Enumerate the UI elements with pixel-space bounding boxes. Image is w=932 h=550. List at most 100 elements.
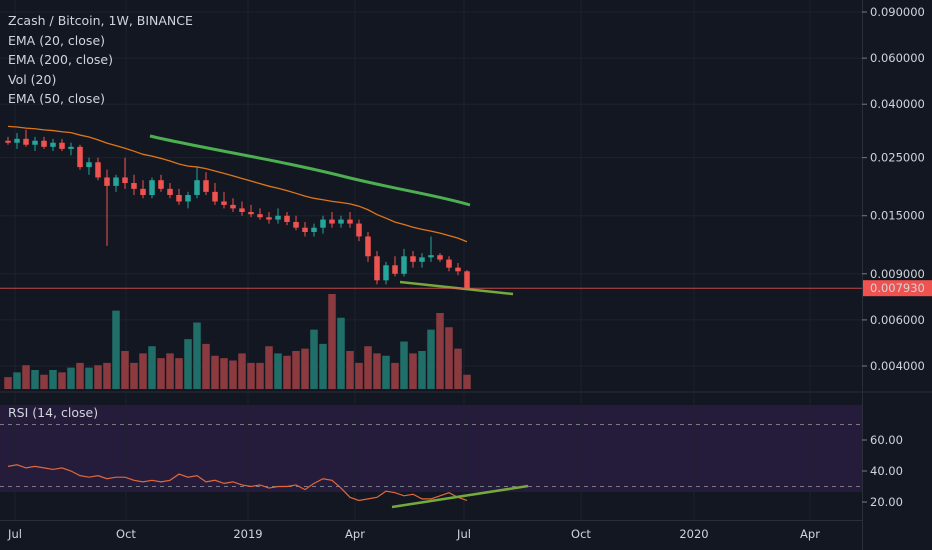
candle-body <box>410 256 416 262</box>
candle-body <box>140 188 146 195</box>
last-price-label: 0.007930 <box>870 281 925 295</box>
volume-bar <box>292 351 300 389</box>
candle-body <box>113 177 119 186</box>
volume-bar <box>409 353 417 389</box>
price-tick-label: 0.025000 <box>870 151 925 165</box>
volume-bar <box>220 358 228 389</box>
rsi-tick-label: 40.00 <box>870 464 903 478</box>
candle-body <box>23 138 29 145</box>
candle-body <box>122 177 128 184</box>
time-tick-label: 2019 <box>233 527 262 541</box>
volume-bar <box>175 358 183 389</box>
indicator-ema200[interactable]: EMA (200, close) <box>8 52 113 67</box>
candle-body <box>194 180 200 195</box>
volume-bar <box>40 374 48 389</box>
volume-bar <box>13 372 21 389</box>
time-tick-label: Jul <box>7 527 22 541</box>
candle-body <box>41 140 47 147</box>
price-tick-label: 0.090000 <box>870 5 925 19</box>
candle-body <box>401 256 407 274</box>
candle-body <box>383 265 389 281</box>
time-tick-label: Apr <box>345 527 365 541</box>
price-tick-label: 0.009000 <box>870 267 925 281</box>
time-tick-label: 2020 <box>679 527 708 541</box>
rsi-tick-label: 60.00 <box>870 433 903 447</box>
rsi-line <box>7 464 468 502</box>
time-tick-label: Oct <box>116 527 136 541</box>
candle-body <box>257 214 263 218</box>
rsi-legend[interactable]: RSI (14, close) <box>8 405 99 420</box>
volume-bar <box>58 372 66 389</box>
candle-body <box>167 188 173 195</box>
candle-body <box>392 265 398 274</box>
volume-bar <box>94 365 102 389</box>
trendline-upper[interactable] <box>149 134 471 207</box>
volume-bar <box>130 362 138 389</box>
indicator-ema50[interactable]: EMA (50, close) <box>8 91 106 106</box>
candle-body <box>104 177 110 186</box>
volume-bar <box>319 343 327 389</box>
volume-bar <box>274 353 282 389</box>
candle-body <box>464 271 470 289</box>
candle-body <box>239 208 245 212</box>
volume-bar <box>157 358 165 389</box>
price-tick-label: 0.004000 <box>870 359 925 373</box>
candle-body <box>311 227 317 232</box>
price-tick-label: 0.040000 <box>870 97 925 111</box>
candle-body <box>329 219 335 224</box>
candle-body <box>365 236 371 257</box>
candle-body <box>86 162 92 168</box>
indicator-ema20[interactable]: EMA (20, close) <box>8 32 106 48</box>
volume-bar <box>373 353 381 389</box>
candle-body <box>275 215 281 220</box>
rsi-band-fill <box>0 405 862 492</box>
volume-bar <box>121 351 129 389</box>
candle-body <box>437 255 443 260</box>
candle-body <box>428 255 434 258</box>
volume-bar <box>49 370 57 389</box>
volume-bar <box>463 374 471 389</box>
volume-bar <box>229 360 237 389</box>
candle-body <box>446 259 452 268</box>
rsi-tick-label: 20.00 <box>870 495 903 509</box>
candle-body <box>302 227 308 232</box>
volume-bar <box>328 294 336 389</box>
candle-body <box>230 204 236 209</box>
volume-bar <box>454 348 462 389</box>
volume-bar <box>184 339 192 389</box>
candle-body <box>248 211 254 215</box>
volume-bar <box>355 362 363 389</box>
indicator-vol20[interactable]: Vol (20) <box>8 71 57 87</box>
volume-bar <box>400 341 408 389</box>
time-tick-label: Jul <box>456 527 471 541</box>
volume-bar <box>85 367 93 389</box>
candle-body <box>347 219 353 224</box>
candle-body <box>266 217 272 220</box>
price-tick-label: 0.015000 <box>870 209 925 223</box>
volume-bar <box>310 329 318 389</box>
candle-body <box>293 221 299 228</box>
volume-bar <box>301 348 309 389</box>
candle-body <box>320 219 326 228</box>
ema-line <box>7 125 468 243</box>
time-tick-label: Oct <box>571 527 591 541</box>
rsi-trendline[interactable] <box>391 484 529 509</box>
candle-body <box>149 180 155 195</box>
price-tick-label: 0.060000 <box>870 51 925 65</box>
volume-bar <box>148 346 156 389</box>
volume-bar <box>436 313 444 389</box>
volume-bar <box>445 327 453 389</box>
candle-body <box>68 146 74 149</box>
time-tick-label: Apr <box>800 527 820 541</box>
candle-body <box>59 142 65 149</box>
chart-title[interactable]: Zcash / Bitcoin, 1W, BINANCE <box>8 13 193 28</box>
candle-body <box>77 146 83 168</box>
volume-bar <box>193 322 201 389</box>
volume-bar <box>31 370 39 389</box>
volume-bar <box>139 353 147 389</box>
candle-body <box>131 183 137 189</box>
volume-bar <box>337 317 345 389</box>
candle-body <box>338 219 344 224</box>
